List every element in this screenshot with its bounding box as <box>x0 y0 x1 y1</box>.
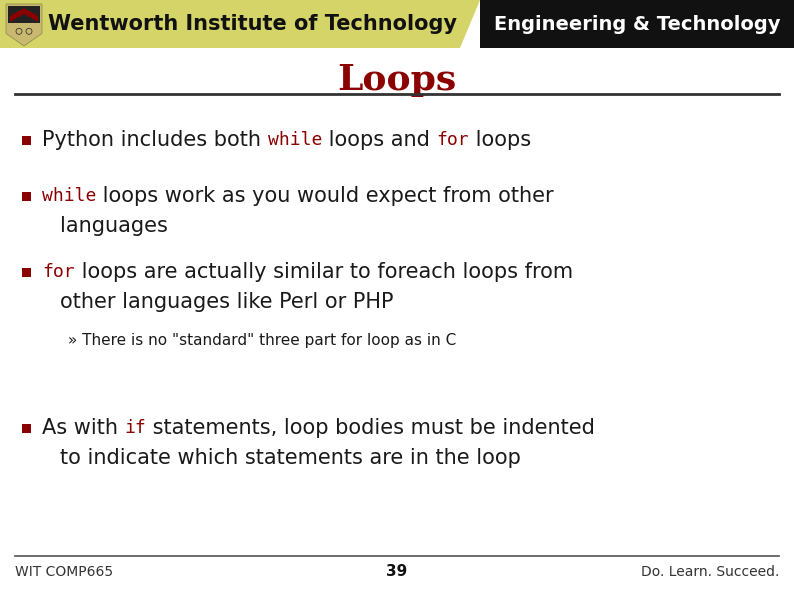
Text: WIT COMP665: WIT COMP665 <box>15 565 113 579</box>
Polygon shape <box>0 0 480 48</box>
Polygon shape <box>8 6 40 23</box>
Text: As with: As with <box>42 418 125 438</box>
Text: to indicate which statements are in the loop: to indicate which statements are in the … <box>60 448 521 468</box>
Bar <box>22 268 31 277</box>
Text: if: if <box>125 419 146 437</box>
Text: languages: languages <box>60 216 168 236</box>
Text: for: for <box>42 263 75 281</box>
Text: statements, loop bodies must be indented: statements, loop bodies must be indented <box>146 418 596 438</box>
Bar <box>22 136 31 145</box>
Text: Engineering & Technology: Engineering & Technology <box>494 14 781 33</box>
Bar <box>22 192 31 201</box>
Text: 39: 39 <box>387 565 407 580</box>
Polygon shape <box>6 4 42 46</box>
Polygon shape <box>10 8 38 21</box>
Text: Do. Learn. Succeed.: Do. Learn. Succeed. <box>641 565 779 579</box>
Circle shape <box>26 29 32 35</box>
Text: Python includes both: Python includes both <box>42 130 268 150</box>
Text: loops are actually similar to foreach loops from: loops are actually similar to foreach lo… <box>75 262 572 282</box>
Text: other languages like Perl or PHP: other languages like Perl or PHP <box>60 292 394 312</box>
Text: » There is no "standard" three part for loop as in C: » There is no "standard" three part for … <box>68 333 457 347</box>
Text: loops and: loops and <box>322 130 437 150</box>
Text: Loops: Loops <box>337 63 457 97</box>
Text: loops: loops <box>469 130 531 150</box>
Bar <box>22 424 31 433</box>
Text: while: while <box>42 187 96 205</box>
Circle shape <box>16 29 22 35</box>
Text: Wentworth Institute of Technology: Wentworth Institute of Technology <box>48 14 457 34</box>
Text: loops work as you would expect from other: loops work as you would expect from othe… <box>96 186 554 206</box>
Text: while: while <box>268 131 322 149</box>
Polygon shape <box>480 0 794 48</box>
Text: for: for <box>437 131 469 149</box>
